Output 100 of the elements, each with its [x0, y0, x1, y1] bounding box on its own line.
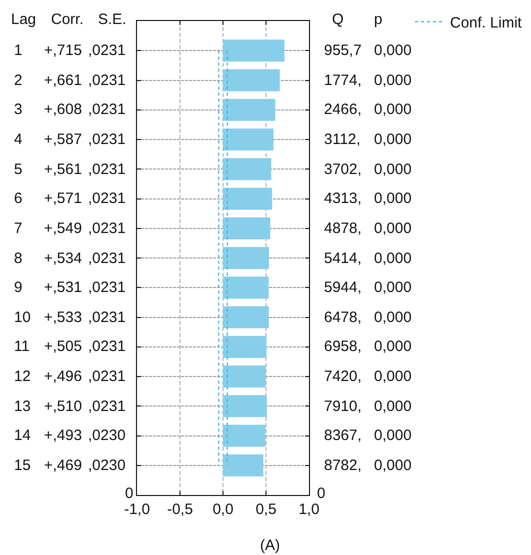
text: 5944,	[324, 279, 362, 296]
text: 2466,	[324, 101, 362, 118]
x-tick-label: 1,0	[298, 501, 320, 518]
text: 0,000	[374, 368, 412, 385]
text: ,0231	[88, 309, 126, 326]
x-tick-label: -0,5	[167, 501, 193, 518]
text: 8782,	[324, 457, 362, 474]
text: (A)	[260, 537, 280, 554]
bar	[223, 276, 269, 299]
text: S.E.	[98, 11, 126, 28]
bar	[223, 395, 267, 418]
text: 1	[14, 42, 22, 59]
text: +,493	[44, 427, 82, 444]
text: 2	[14, 72, 22, 89]
bar	[223, 306, 269, 328]
text: ,0230	[88, 457, 126, 474]
bar	[223, 366, 266, 388]
text: +,510	[44, 398, 82, 415]
text: 0,000	[374, 101, 412, 118]
text: 0,000	[374, 250, 412, 267]
text: 0,000	[374, 72, 412, 89]
text: ,0231	[88, 190, 126, 207]
text: +,505	[44, 338, 82, 355]
text: 11	[14, 338, 30, 355]
text: 0,000	[374, 309, 412, 326]
text: 5414,	[324, 250, 362, 267]
bar	[223, 158, 272, 180]
text: ,0230	[88, 427, 126, 444]
text: ,0231	[88, 398, 126, 415]
bar	[223, 424, 266, 447]
text: 3	[14, 101, 22, 118]
text: 0,000	[374, 220, 412, 237]
text: p	[374, 11, 382, 28]
text: 13	[14, 398, 31, 415]
text: 6478,	[324, 309, 362, 326]
text: 5	[14, 161, 22, 178]
text: +,534	[44, 250, 82, 267]
text: 0,000	[374, 42, 412, 59]
text: 12	[14, 368, 31, 385]
text: 15	[14, 457, 31, 474]
text: 3112,	[324, 131, 360, 148]
bar	[223, 128, 274, 150]
text: 0,000	[374, 427, 412, 444]
text: 14	[14, 427, 31, 444]
text: ,0231	[88, 338, 126, 355]
text: +,496	[44, 368, 82, 385]
x-tick-label: 0,5	[256, 501, 276, 518]
text: 0,000	[374, 279, 412, 296]
text: +,531	[44, 279, 82, 296]
bar	[223, 336, 266, 358]
text: +,533	[44, 309, 82, 326]
text: +,469	[44, 457, 82, 474]
text: 1774,	[324, 72, 362, 89]
bar	[223, 217, 270, 240]
text: 6958,	[324, 338, 362, 355]
text: 4313,	[324, 190, 362, 207]
text: ,0231	[88, 220, 126, 237]
text: ,0231	[88, 368, 126, 385]
bar	[223, 69, 280, 92]
text: ,0231	[88, 131, 126, 148]
text: 0,000	[374, 161, 412, 178]
text: 4	[14, 131, 22, 148]
text: +,549	[44, 220, 82, 237]
bar	[223, 454, 264, 476]
text: 9	[14, 279, 22, 296]
text: 0,000	[374, 338, 412, 355]
text: +,661	[44, 72, 82, 89]
text: 0	[317, 485, 326, 502]
text: ,0231	[88, 72, 126, 89]
text: 955,7	[324, 42, 362, 59]
text: +,587	[44, 131, 82, 148]
text: 7	[14, 220, 22, 237]
text: Corr.	[51, 11, 84, 28]
text: 10	[14, 309, 31, 326]
text: ,0231	[88, 250, 126, 267]
text: 8	[14, 250, 22, 267]
text: +,571	[44, 190, 82, 207]
text: Lag	[11, 11, 36, 28]
text: ,0231	[88, 101, 126, 118]
bar	[223, 40, 284, 62]
text: 0,000	[374, 398, 412, 415]
text: 0,000	[374, 131, 412, 148]
text: 6	[14, 190, 22, 207]
bar	[223, 247, 269, 269]
text: 7910,	[324, 398, 362, 415]
text: ,0231	[88, 161, 126, 178]
x-tick-label: 0,0	[212, 501, 234, 518]
text: 0,000	[374, 457, 412, 474]
x-tick-label: -1,0	[124, 501, 150, 518]
text: 0,000	[374, 190, 412, 207]
text: 4878,	[324, 220, 362, 237]
bar	[223, 98, 276, 121]
text: 3702,	[324, 161, 362, 178]
text: +,715	[44, 42, 82, 59]
text: ,0231	[88, 279, 126, 296]
text: 8367,	[324, 427, 362, 444]
text: ,0231	[88, 42, 126, 59]
bar	[223, 188, 272, 210]
text: +,608	[44, 101, 82, 118]
text: 0	[125, 485, 134, 502]
